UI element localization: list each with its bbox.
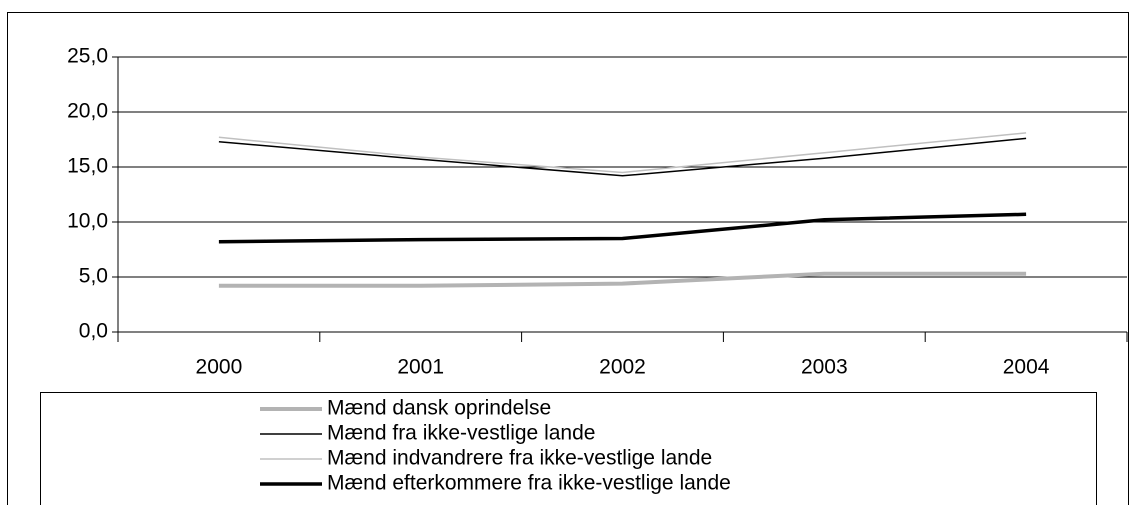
x-tick-label: 2003 (801, 356, 848, 379)
y-tick-label: 25,0 (67, 45, 108, 68)
legend-label: Mænd fra ikke-vestlige lande (327, 422, 595, 445)
y-tick-label: 5,0 (79, 265, 108, 288)
y-tick-label: 0,0 (79, 320, 108, 343)
x-tick-label: 2000 (196, 356, 243, 379)
chart-border (7, 12, 1129, 505)
y-tick-label: 10,0 (67, 210, 108, 233)
legend-label: Mænd dansk oprindelse (327, 397, 551, 420)
legend-label: Mænd indvandrere fra ikke-vestlige lande (327, 447, 712, 470)
y-tick-label: 20,0 (67, 100, 108, 123)
legend-label: Mænd efterkommere fra ikke-vestlige land… (327, 472, 731, 495)
series-line (218, 132, 1027, 174)
series-line (218, 137, 1027, 177)
x-tick-label: 2004 (1003, 356, 1050, 379)
series-line (218, 212, 1027, 244)
x-tick-label: 2002 (599, 356, 646, 379)
series-line (218, 271, 1027, 288)
legend-box (40, 392, 1097, 505)
y-tick-label: 15,0 (67, 155, 108, 178)
x-tick-label: 2001 (397, 356, 444, 379)
